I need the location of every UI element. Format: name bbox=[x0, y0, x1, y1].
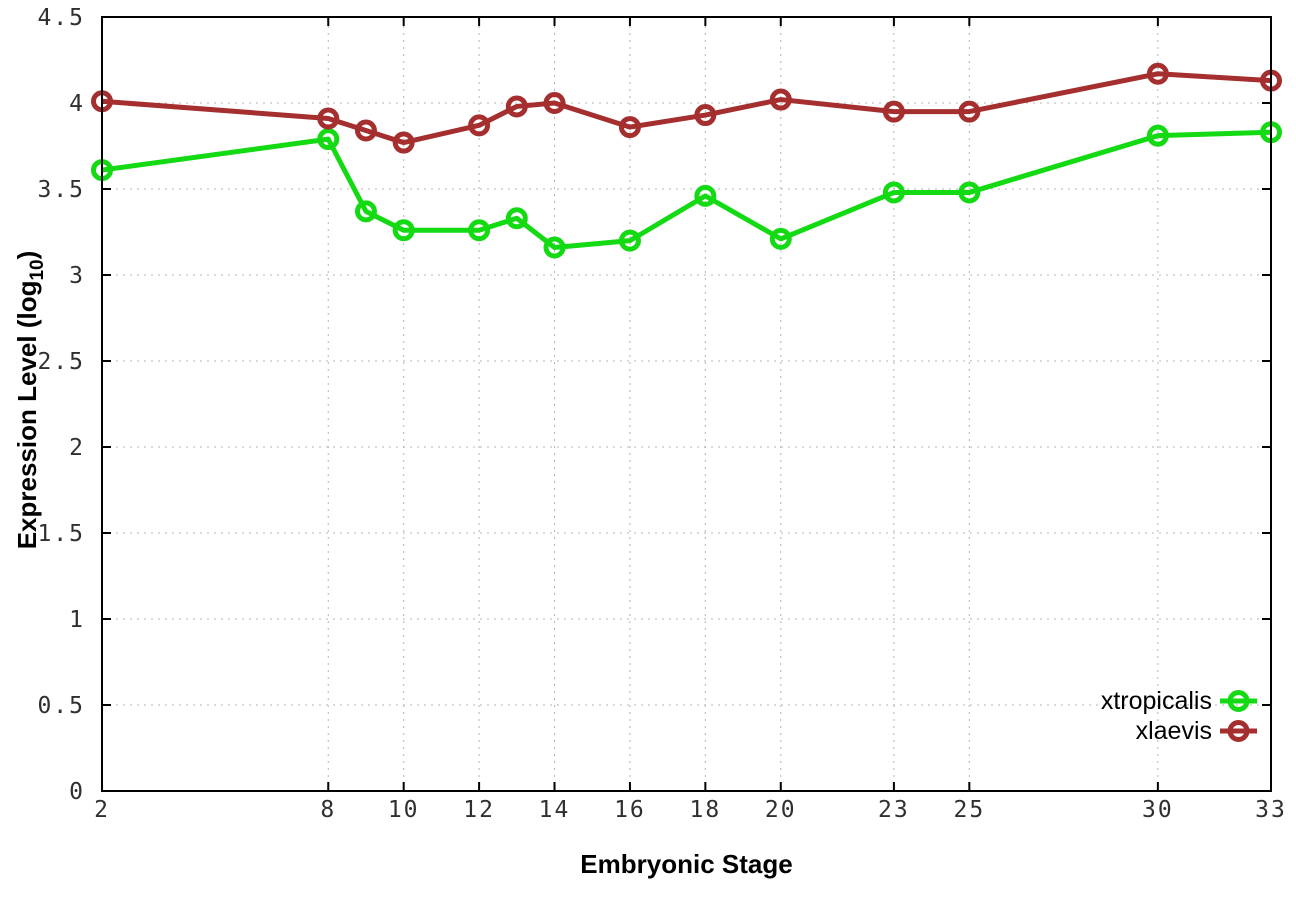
y-axis-title-subscript: 10 bbox=[27, 259, 48, 280]
x-tick-label: 8 bbox=[320, 797, 336, 823]
data-point-xtropicalis-stage-8 bbox=[317, 128, 340, 151]
data-point-xtropicalis-stage-9 bbox=[354, 200, 377, 223]
y-tick-label: 3.5 bbox=[37, 177, 85, 203]
data-point-xlaevis-stage-14 bbox=[543, 92, 566, 114]
grid bbox=[102, 17, 1271, 791]
series-xtropicalis bbox=[91, 121, 1282, 259]
y-tick-label: 2.5 bbox=[37, 349, 85, 375]
tick-marks bbox=[101, 16, 1272, 792]
series-xlaevis bbox=[91, 62, 1282, 154]
x-tick-label: 2 bbox=[94, 797, 110, 823]
data-point-xlaevis-stage-18 bbox=[694, 104, 717, 127]
y-tick-label: 4.5 bbox=[37, 5, 85, 31]
tick-labels: 2 8 10 12 14 16 18 20 23 25 30 33 0 0.5 1 1.5 2 2.5 3 3.5 4 4… bbox=[37, 5, 1287, 823]
data-point-xlaevis-stage-12 bbox=[468, 114, 491, 137]
data-point-xtropicalis-stage-25 bbox=[958, 181, 981, 204]
x-tick-label: 12 bbox=[463, 797, 495, 823]
legend-marker-circle bbox=[1227, 720, 1250, 742]
x-tick-label: 23 bbox=[878, 797, 910, 823]
series-line-xlaevis bbox=[101, 71, 1272, 146]
series-line-xtropicalis bbox=[101, 129, 1272, 250]
data-point-xlaevis-stage-9 bbox=[354, 119, 377, 142]
legend-item-xtropicalis: xtropicalis bbox=[1101, 687, 1257, 715]
x-axis-title: Embryonic Stage bbox=[580, 849, 792, 879]
data-point-xtropicalis-stage-14 bbox=[543, 236, 566, 259]
x-tick-label: 30 bbox=[1142, 797, 1174, 823]
y-axis-title-suffix: ) bbox=[12, 251, 42, 260]
x-tick-label: 14 bbox=[539, 797, 571, 823]
data-point-xtropicalis-stage-10 bbox=[392, 219, 415, 242]
data-point-xlaevis-stage-30 bbox=[1146, 62, 1169, 85]
data-point-xlaevis-stage-23 bbox=[882, 100, 905, 123]
data-point-xlaevis-stage-8 bbox=[317, 107, 340, 130]
y-axis-title-text: Expression Level (log bbox=[12, 281, 42, 550]
data-point-xtropicalis-stage-30 bbox=[1146, 124, 1169, 147]
data-point-xtropicalis-stage-12 bbox=[468, 219, 491, 242]
data-point-xtropicalis-stage-23 bbox=[882, 181, 905, 204]
legend-label: xlaevis bbox=[1136, 717, 1212, 745]
data-point-xtropicalis-stage-13 bbox=[505, 207, 528, 230]
plot-border bbox=[101, 16, 1272, 792]
data-point-xtropicalis-stage-18 bbox=[694, 184, 717, 207]
y-tick-label: 2 bbox=[69, 435, 85, 461]
y-tick-label: 0.5 bbox=[37, 693, 85, 719]
x-tick-label: 16 bbox=[614, 797, 646, 823]
y-tick-label: 0 bbox=[69, 779, 85, 805]
data-point-xlaevis-stage-25 bbox=[958, 100, 981, 123]
data-point-xtropicalis-stage-16 bbox=[618, 229, 641, 252]
data-point-xlaevis-stage-13 bbox=[505, 95, 528, 118]
legend-label: xtropicalis bbox=[1101, 687, 1212, 715]
legend-item-xlaevis: xlaevis bbox=[1136, 717, 1257, 745]
x-tick-label: 33 bbox=[1255, 797, 1287, 823]
x-tick-label: 20 bbox=[765, 797, 797, 823]
y-tick-label: 3 bbox=[69, 263, 85, 289]
x-tick-label: 10 bbox=[388, 797, 420, 823]
x-tick-label: 18 bbox=[690, 797, 722, 823]
y-axis-title: Expression Level (log10) bbox=[12, 251, 48, 550]
data-point-xlaevis-stage-20 bbox=[769, 88, 792, 111]
legend-marker-circle bbox=[1227, 690, 1250, 712]
x-tick-label: 25 bbox=[953, 797, 985, 823]
y-tick-label: 1.5 bbox=[37, 521, 85, 547]
y-tick-label: 1 bbox=[69, 607, 85, 633]
data-point-xlaevis-stage-16 bbox=[618, 116, 641, 139]
data-point-xtropicalis-stage-20 bbox=[769, 227, 792, 250]
data-point-xlaevis-stage-10 bbox=[392, 131, 415, 154]
y-tick-label: 4 bbox=[69, 91, 85, 117]
